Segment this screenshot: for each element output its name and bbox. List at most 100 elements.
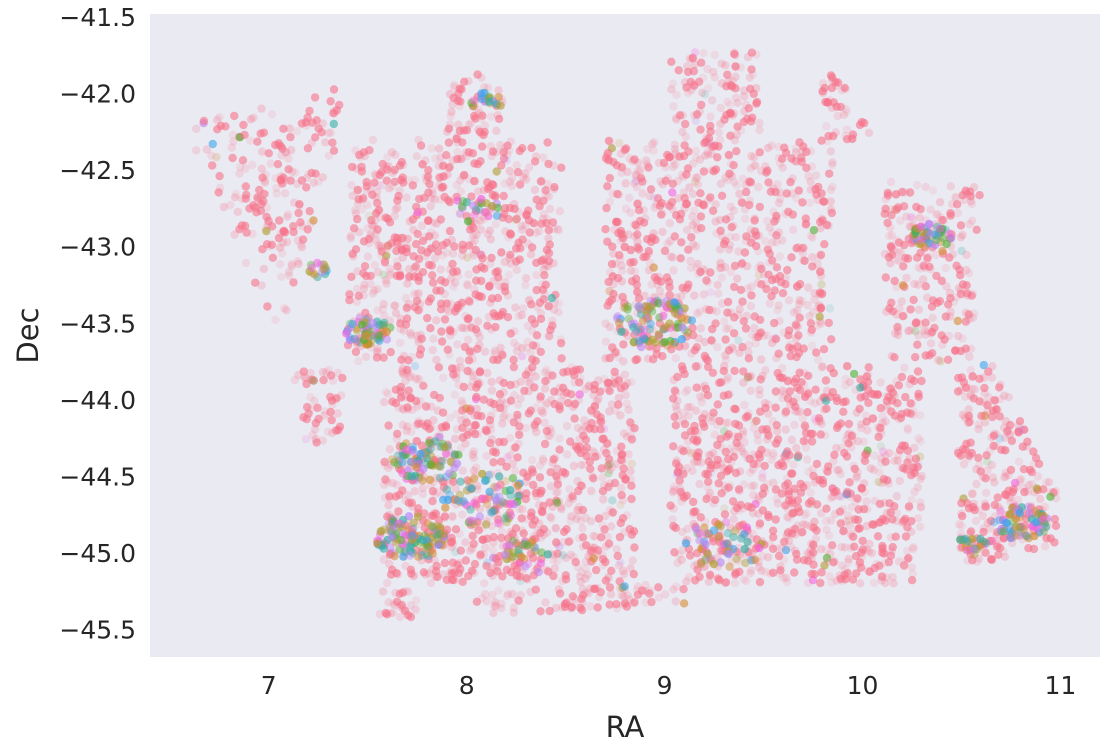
scatter-point: [455, 126, 464, 136]
scatter-point: [264, 149, 273, 158]
scatter-point: [654, 583, 663, 592]
scatter-point: [709, 560, 718, 569]
scatter-point: [721, 335, 730, 344]
scatter-point: [735, 189, 744, 199]
scatter-point: [671, 421, 680, 430]
scatter-point: [399, 370, 408, 379]
scatter-point: [802, 509, 811, 518]
scatter-point: [974, 424, 983, 434]
scatter-point: [938, 215, 947, 225]
scatter-point: [834, 491, 844, 501]
scatter-point: [846, 529, 856, 538]
scatter-point: [956, 221, 966, 230]
scatter-point: [696, 189, 705, 198]
scatter-point: [539, 209, 548, 219]
scatter-point: [763, 143, 773, 153]
scatter-point: [375, 170, 384, 180]
scatter-point: [635, 165, 645, 175]
scatter-point: [403, 234, 412, 244]
scatter-point: [913, 367, 923, 376]
scatter-point: [896, 248, 905, 257]
scatter-point: [893, 322, 902, 332]
scatter-point: [840, 448, 849, 458]
scatter-point: [517, 352, 527, 361]
scatter-point: [806, 177, 815, 186]
scatter-point: [492, 496, 501, 505]
scatter-point: [892, 205, 901, 214]
scatter-point: [778, 289, 788, 298]
scatter-point: [379, 270, 388, 279]
scatter-point: [693, 309, 702, 318]
scatter-point: [894, 557, 904, 566]
scatter-point: [487, 377, 496, 387]
scatter-point: [469, 248, 478, 257]
scatter-point: [407, 427, 416, 437]
scatter-point: [486, 298, 495, 307]
scatter-point: [696, 267, 705, 277]
scatter-point: [792, 323, 801, 332]
scatter-point: [721, 355, 731, 365]
scatter-point: [697, 398, 706, 407]
scatter-point: [822, 122, 831, 131]
scatter-point: [921, 282, 930, 291]
scatter-point: [553, 487, 562, 497]
scatter-point: [392, 257, 402, 266]
scatter-point: [496, 101, 505, 110]
scatter-point: [956, 233, 966, 242]
scatter-point: [501, 514, 510, 523]
scatter-point: [401, 496, 410, 505]
scatter-point: [530, 516, 540, 525]
scatter-point: [697, 100, 706, 110]
scatter-point: [968, 489, 977, 499]
scatter-point: [638, 189, 647, 198]
scatter-point: [893, 330, 903, 340]
scatter-point: [806, 488, 815, 497]
scatter-point: [721, 215, 731, 224]
scatter-point: [792, 244, 801, 253]
scatter-point: [589, 531, 598, 541]
scatter-point: [967, 199, 976, 209]
scatter-point: [772, 238, 781, 247]
scatter-point: [816, 250, 826, 260]
scatter-point: [291, 168, 300, 177]
scatter-point: [968, 216, 977, 225]
scatter-point: [260, 176, 269, 185]
scatter-point: [1000, 423, 1009, 432]
scatter-point: [584, 425, 593, 434]
scatter-point: [981, 502, 991, 512]
scatter-point: [784, 331, 793, 340]
scatter-point: [461, 556, 471, 565]
scatter-point: [518, 304, 528, 313]
scatter-point: [686, 263, 696, 273]
scatter-point: [720, 361, 729, 371]
scatter-point: [503, 291, 513, 300]
scatter-point: [432, 561, 441, 571]
scatter-point: [466, 516, 475, 525]
scatter-point: [848, 130, 858, 139]
scatter-point: [517, 343, 527, 353]
scatter-point: [370, 260, 379, 270]
scatter-point: [589, 390, 598, 400]
scatter-point: [684, 245, 693, 254]
scatter-point: [727, 343, 737, 352]
scatter-point: [741, 413, 751, 422]
scatter-point: [708, 324, 717, 334]
scatter-point: [710, 430, 719, 439]
scatter-point: [605, 322, 614, 332]
scatter-point: [494, 114, 504, 124]
scatter-point: [1019, 483, 1028, 493]
scatter-point: [475, 332, 484, 342]
scatter-point: [345, 296, 354, 305]
scatter-point: [651, 338, 660, 347]
scatter-point: [688, 466, 697, 476]
scatter-point: [655, 286, 665, 296]
scatter-point: [613, 551, 622, 561]
scatter-point: [963, 289, 972, 298]
scatter-point: [729, 329, 739, 338]
scatter-point: [523, 541, 532, 550]
scatter-point: [803, 300, 812, 310]
scatter-point: [931, 250, 941, 260]
scatter-point: [703, 391, 713, 400]
scatter-point: [370, 178, 379, 187]
scatter-point: [535, 473, 545, 482]
